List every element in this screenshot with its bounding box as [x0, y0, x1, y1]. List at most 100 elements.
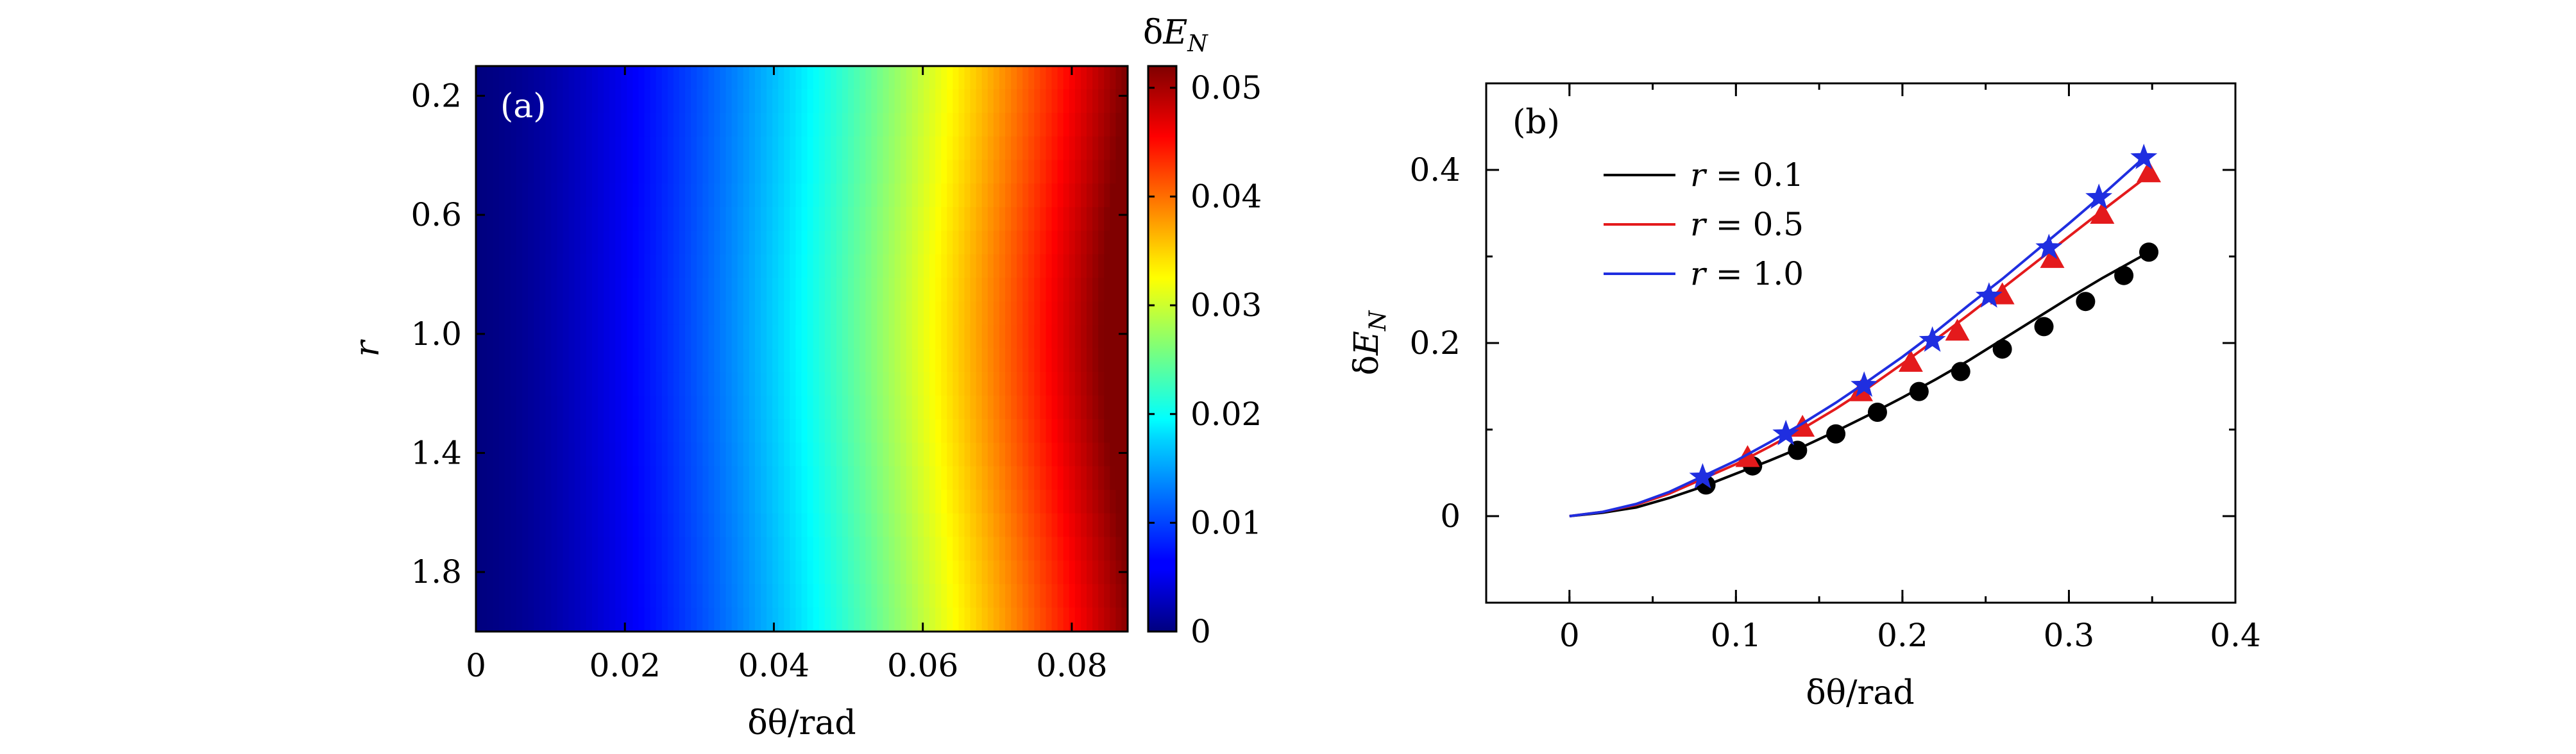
heatmap-cell: [958, 419, 965, 444]
series-marker: [1735, 445, 1760, 467]
heatmap-cell: [790, 254, 797, 279]
heatmap-cell: [877, 466, 884, 490]
heatmap-cell: [1051, 560, 1058, 585]
heatmap-cell: [725, 66, 733, 90]
heatmap-cell: [824, 513, 831, 538]
heatmap-cell: [871, 442, 878, 467]
heatmap-cell: [1098, 419, 1105, 444]
heatmap-cell: [702, 113, 709, 137]
heatmap-cell: [621, 584, 628, 608]
heatmap-cell: [953, 372, 960, 396]
heatmap-cell: [563, 278, 570, 302]
heatmap-cell: [557, 324, 564, 349]
heatmap-cell: [621, 607, 628, 632]
heatmap-cell: [720, 466, 727, 490]
heatmap-cell: [993, 136, 1000, 161]
heatmap-cell: [481, 278, 488, 302]
heatmap-cell: [813, 160, 820, 185]
heatmap-cell: [638, 136, 645, 161]
heatmap-cell: [935, 490, 942, 514]
heatmap-cell: [801, 396, 808, 420]
heatmap-cell: [1104, 207, 1111, 231]
heatmap-cell: [924, 160, 931, 185]
heatmap-cell: [656, 419, 663, 444]
heatmap-cell: [551, 278, 558, 302]
heatmap-cell: [784, 372, 791, 396]
heatmap-cell: [1005, 301, 1012, 326]
heatmap-cell: [1057, 160, 1064, 185]
heatmap-cell: [929, 442, 936, 467]
heatmap-cell: [504, 372, 511, 396]
heatmap-cell: [591, 324, 598, 349]
heatmap-cell: [708, 584, 715, 608]
heatmap-cell: [824, 160, 831, 185]
heatmap-cell: [545, 207, 552, 231]
heatmap-cell: [1074, 324, 1081, 349]
heatmap-cell: [824, 254, 831, 279]
heatmap-cell: [481, 372, 488, 396]
heatmap-cell: [656, 513, 663, 538]
heatmap-cell: [1034, 113, 1041, 137]
heatmap-cell: [830, 466, 837, 490]
heatmap-cell: [1098, 113, 1105, 137]
heatmap-cell: [999, 278, 1006, 302]
heatmap-cell: [778, 324, 785, 349]
heatmap-cell: [1098, 442, 1105, 467]
heatmap-cell: [999, 490, 1006, 514]
heatmap-cell: [591, 466, 598, 490]
heatmap-cell: [1046, 160, 1053, 185]
heatmap-cell: [848, 160, 855, 185]
heatmap-cell: [493, 324, 500, 349]
heatmap-cell: [591, 537, 598, 562]
heatmap-cell: [697, 89, 704, 113]
heatmap-cell: [627, 490, 634, 514]
heatmap-cell: [911, 584, 919, 608]
heatmap-cell: [627, 372, 634, 396]
heatmap-cell: [522, 183, 529, 208]
heatmap-cell: [487, 89, 494, 113]
heatmap-cell: [1092, 560, 1099, 585]
heatmap-cell: [976, 348, 983, 373]
heatmap-cell: [900, 537, 907, 562]
heatmap-cell: [534, 160, 541, 185]
heatmap-cell: [737, 301, 744, 326]
heatmap-cell: [1080, 301, 1087, 326]
heatmap-cell: [767, 113, 774, 137]
heatmap-cell: [964, 607, 971, 632]
heatmap-cell: [743, 466, 750, 490]
heatmap-cell: [761, 160, 768, 185]
heatmap-cell: [883, 348, 890, 373]
heatmap-cell: [487, 372, 494, 396]
heatmap-cell: [644, 254, 651, 279]
heatmap-cell: [1017, 419, 1024, 444]
heatmap-cell: [534, 513, 541, 538]
heatmap-cell: [632, 607, 640, 632]
heatmap-cell: [761, 396, 768, 420]
heatmap-cell: [860, 372, 867, 396]
heatmap-cell: [1110, 607, 1117, 632]
heatmap-cell: [987, 324, 994, 349]
line-chart-x-ticks: 0 0.1 0.2 0.3 0.4: [1485, 83, 2261, 654]
line-chart-y-axis-label: δEN: [1348, 310, 1391, 375]
heatmap-cell: [591, 207, 598, 231]
heatmap-cell: [1005, 513, 1012, 538]
heatmap-cell: [598, 419, 605, 444]
heatmap-cell: [1011, 419, 1018, 444]
heatmap-cell: [598, 301, 605, 326]
heatmap-cell: [621, 160, 628, 185]
heatmap-cell: [860, 348, 867, 373]
heatmap-cell: [498, 301, 505, 326]
heatmap-cell: [906, 584, 913, 608]
heatmap-cell: [999, 584, 1006, 608]
heatmap-cell: [801, 278, 808, 302]
heatmap-cell: [1057, 466, 1064, 490]
heatmap-cell: [778, 490, 785, 514]
heatmap-cell: [953, 537, 960, 562]
heatmap-cell: [754, 183, 761, 208]
heatmap-cell: [1098, 254, 1105, 279]
heatmap-cell: [598, 207, 605, 231]
heatmap-cell: [941, 89, 948, 113]
heatmap-cell: [493, 89, 500, 113]
heatmap-cell: [638, 348, 645, 373]
heatmap-cell: [947, 466, 954, 490]
